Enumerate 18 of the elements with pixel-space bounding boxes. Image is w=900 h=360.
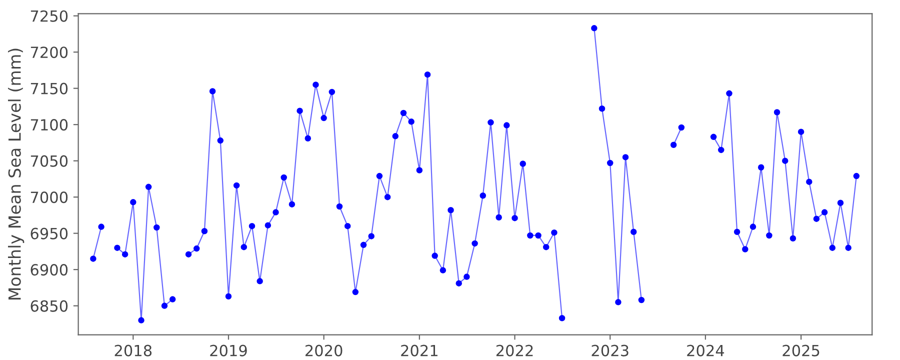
x-tick-label: 2018: [114, 344, 152, 356]
x-tick-label: 2022: [496, 344, 533, 356]
y-tick-label: 7250: [30, 10, 68, 22]
y-tick-label: 6950: [30, 228, 68, 240]
y-tick-label: 7100: [30, 119, 68, 131]
x-tick-label: 2020: [306, 344, 342, 356]
y-tick-label: 7000: [30, 192, 68, 204]
x-tick-label: 2021: [401, 344, 438, 356]
x-tick-label: 2025: [782, 344, 820, 356]
y-tick-label: 6900: [30, 264, 68, 276]
y-tick-label: 7200: [30, 46, 68, 58]
y-tick-label: 6850: [30, 300, 68, 312]
x-tick-label: 2024: [687, 344, 724, 356]
x-tick-label: 2023: [592, 344, 628, 356]
x-tick-label: 2019: [210, 344, 247, 356]
y-tick-label: 7050: [30, 155, 68, 167]
y-tick-label: 7150: [30, 82, 68, 94]
y-axis-title: Monthly Mean Sea Level (mm): [8, 48, 24, 300]
